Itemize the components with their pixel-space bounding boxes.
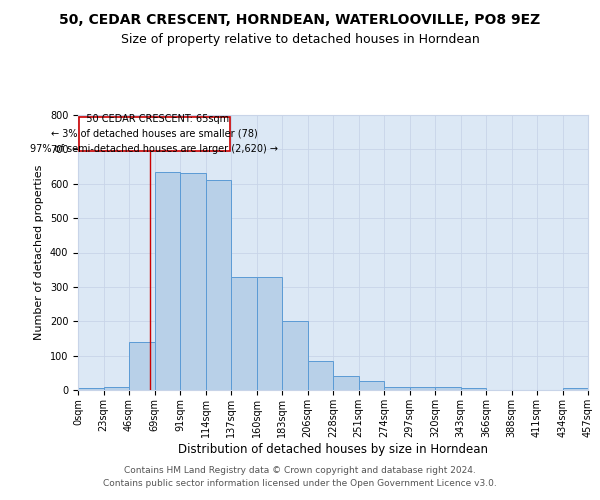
Bar — [129, 342, 155, 390]
Bar — [409, 386, 435, 390]
Bar — [461, 388, 486, 390]
Text: Size of property relative to detached houses in Horndean: Size of property relative to detached ho… — [121, 32, 479, 46]
Y-axis label: Number of detached properties: Number of detached properties — [34, 165, 44, 340]
Bar — [435, 386, 461, 390]
Bar — [308, 361, 333, 390]
Bar — [333, 376, 359, 390]
Bar — [104, 386, 129, 390]
Bar — [231, 276, 257, 390]
Text: 50, CEDAR CRESCENT, HORNDEAN, WATERLOOVILLE, PO8 9EZ: 50, CEDAR CRESCENT, HORNDEAN, WATERLOOVI… — [59, 12, 541, 26]
Bar — [180, 174, 205, 390]
Bar — [257, 276, 282, 390]
Bar — [155, 172, 180, 390]
Bar — [78, 388, 104, 390]
Bar — [205, 180, 231, 390]
Text: 50 CEDAR CRESCENT: 65sqm
← 3% of detached houses are smaller (78)
97% of semi-de: 50 CEDAR CRESCENT: 65sqm ← 3% of detache… — [31, 114, 278, 154]
Bar — [359, 382, 384, 390]
Bar — [282, 322, 308, 390]
FancyBboxPatch shape — [79, 116, 230, 151]
Bar — [384, 386, 409, 390]
Bar — [563, 388, 588, 390]
Text: Contains HM Land Registry data © Crown copyright and database right 2024.
Contai: Contains HM Land Registry data © Crown c… — [103, 466, 497, 487]
X-axis label: Distribution of detached houses by size in Horndean: Distribution of detached houses by size … — [178, 442, 488, 456]
